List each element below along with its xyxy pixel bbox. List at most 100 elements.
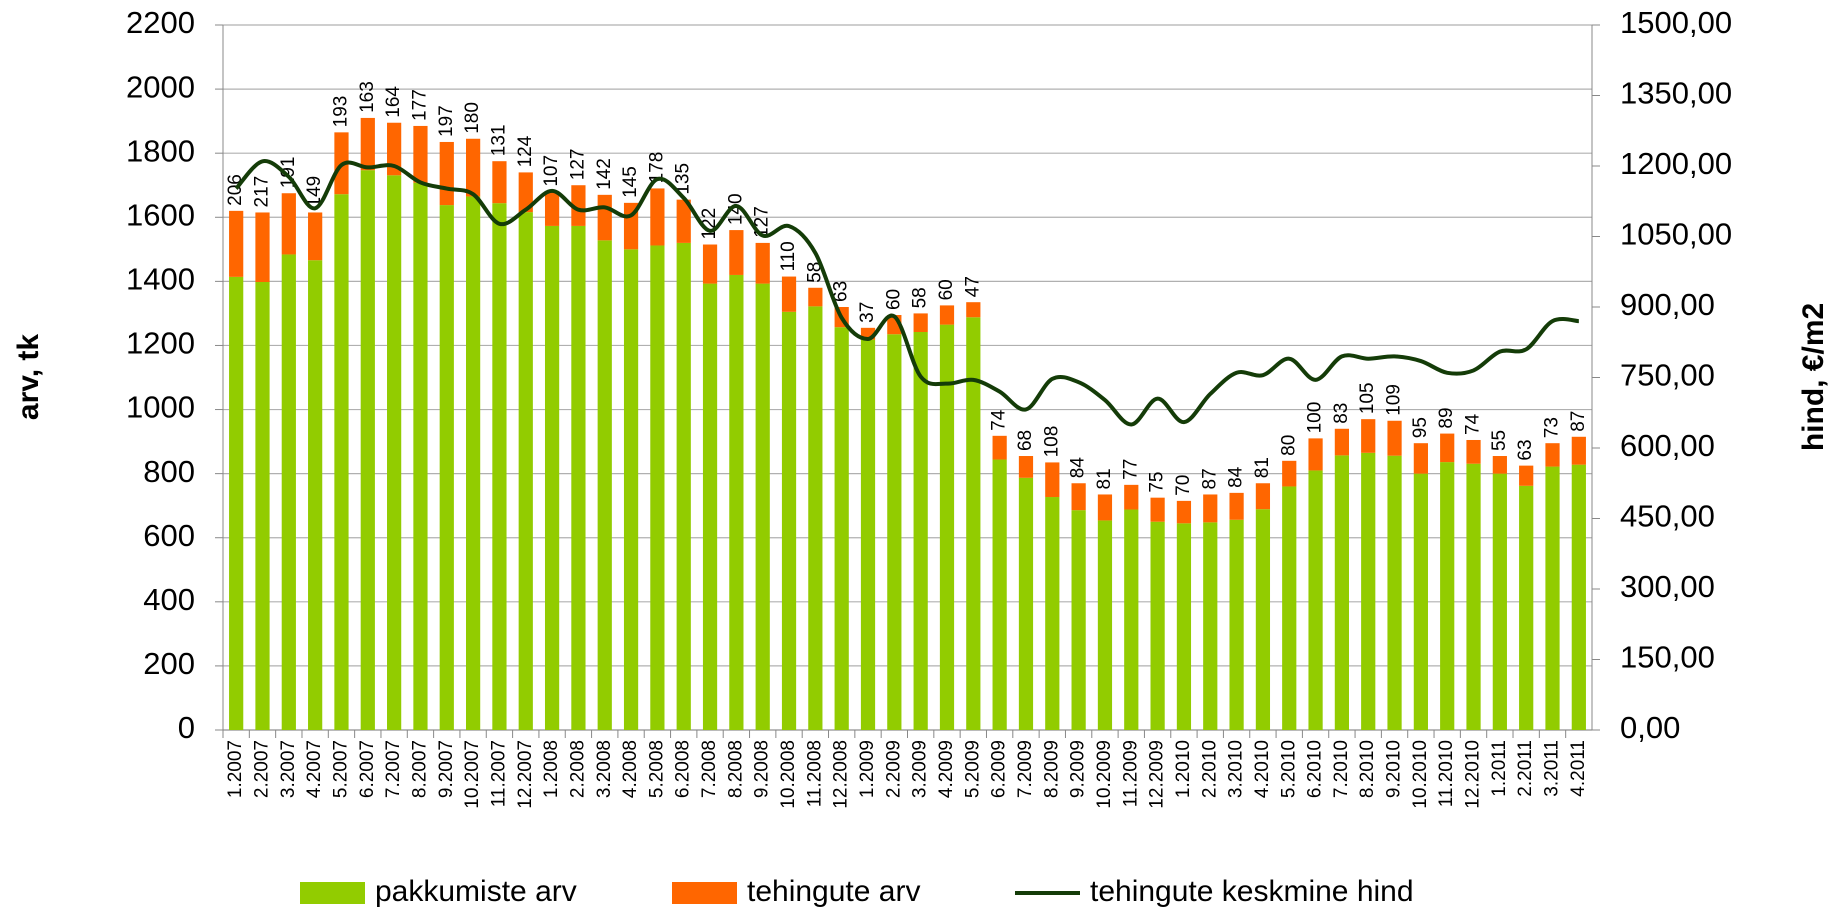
- bar-segment: [255, 212, 270, 283]
- x-tick-label: 6.2008: [673, 740, 694, 798]
- bar-segment: [1282, 460, 1297, 487]
- bar-segment: [544, 225, 560, 731]
- bar-segment: [308, 212, 323, 261]
- bar-segment: [650, 188, 665, 246]
- bar-segment: [1150, 497, 1165, 522]
- bar-segment: [1018, 456, 1034, 478]
- bar-segment: [1255, 483, 1271, 510]
- legend-label: tehingute arv: [747, 875, 920, 908]
- y-tick-label: 1400: [126, 262, 195, 297]
- bar-segment: [1045, 497, 1060, 730]
- x-tick-label: 11.2010: [1436, 740, 1457, 807]
- y-tick-label: 2000: [126, 69, 195, 104]
- data-label: 58: [910, 287, 931, 308]
- data-label: 77: [1120, 459, 1141, 480]
- bar-segment: [1176, 500, 1192, 524]
- data-label: 63: [831, 281, 852, 302]
- x-tick-label: 10.2009: [1094, 740, 1115, 809]
- data-label: 83: [1331, 403, 1352, 424]
- x-tick-label: 8.2007: [409, 740, 430, 798]
- bar-segment: [702, 283, 718, 730]
- x-tick-label: 6.2010: [1305, 740, 1326, 798]
- x-tick-label: 12.2007: [515, 740, 536, 809]
- bar-segment: [1413, 443, 1428, 474]
- data-label: 110: [778, 241, 799, 271]
- data-label: 63: [1515, 439, 1536, 460]
- bar-segment: [834, 327, 849, 730]
- data-label: 149: [304, 176, 325, 208]
- x-tick-label: 7.2007: [383, 740, 404, 798]
- x-tick-label: 3.2010: [1226, 740, 1247, 798]
- bar-segment: [1334, 455, 1350, 730]
- bar-segment: [413, 182, 428, 730]
- bar-segment: [781, 311, 797, 730]
- data-label: 68: [1015, 430, 1036, 451]
- y2-tick-label: 1350,00: [1620, 76, 1732, 111]
- data-label: 105: [1357, 382, 1378, 414]
- bar-segment: [439, 205, 454, 730]
- bar-segment: [1466, 463, 1481, 730]
- bar-segment: [1097, 520, 1113, 730]
- x-tick-label: 5.2007: [330, 740, 351, 798]
- y-tick-label: 2200: [126, 5, 195, 40]
- data-label: 74: [989, 409, 1010, 431]
- data-label: 124: [515, 135, 536, 167]
- x-tick-label: 1.2009: [857, 740, 878, 798]
- x-tick-label: 3.2008: [594, 740, 615, 798]
- x-tick-label: 8.2010: [1357, 740, 1378, 798]
- x-tick-label: 1.2010: [1173, 740, 1194, 798]
- x-tick-label: 7.2010: [1331, 740, 1352, 798]
- bar-segment: [413, 125, 428, 183]
- bar-segment: [755, 242, 770, 284]
- bar-segment: [229, 276, 244, 730]
- x-tick-label: 4.2008: [620, 740, 641, 798]
- data-label: 142: [594, 158, 615, 190]
- bar-segment: [702, 244, 718, 284]
- x-tick-label: 10.2010: [1410, 740, 1431, 809]
- bar-segment: [1097, 494, 1113, 521]
- bar-segment: [387, 175, 402, 730]
- data-label: 75: [1147, 472, 1168, 493]
- bar-segment: [966, 302, 981, 318]
- bar-segment: [1413, 473, 1428, 730]
- bar-segment: [1203, 494, 1218, 523]
- x-tick-label: 2.2007: [252, 740, 273, 798]
- x-tick-label: 8.2008: [725, 740, 746, 798]
- bar-segment: [465, 138, 481, 197]
- x-tick-label: 4.2009: [936, 740, 957, 798]
- legend-label: pakkumiste arv: [375, 875, 577, 908]
- bar-segment: [1334, 428, 1350, 456]
- bar-segment: [518, 172, 533, 213]
- y-tick-label: 1200: [126, 326, 195, 361]
- x-tick-label: 3.2009: [910, 740, 931, 798]
- bar-segment: [755, 283, 770, 730]
- y-tick-label: 800: [143, 454, 195, 489]
- bar-segment: [676, 242, 691, 730]
- bar-segment: [1519, 465, 1534, 486]
- y2-tick-label: 600,00: [1620, 428, 1715, 463]
- bar-segment: [334, 194, 349, 730]
- data-label: 127: [567, 149, 588, 181]
- data-label: 74: [1463, 413, 1484, 435]
- x-tick-label: 10.2007: [462, 740, 483, 809]
- bar-segment: [360, 117, 375, 171]
- data-label: 122: [699, 208, 720, 240]
- data-label: 47: [962, 276, 983, 297]
- data-label: 163: [357, 81, 378, 113]
- y-tick-label: 0: [178, 710, 195, 745]
- x-tick-label: 12.2010: [1463, 740, 1484, 809]
- data-label: 164: [383, 86, 404, 118]
- bar-segment: [1387, 455, 1402, 730]
- bar-segment: [308, 260, 323, 730]
- bar-segment: [1150, 521, 1165, 730]
- x-tick-label: 3.2011: [1542, 740, 1563, 797]
- data-label: 178: [646, 152, 667, 184]
- bar-segment: [1387, 420, 1402, 456]
- bar-segment: [1229, 492, 1244, 520]
- y2-tick-label: 150,00: [1620, 640, 1715, 675]
- x-tick-label: 9.2009: [1068, 740, 1089, 798]
- bar-segment: [860, 327, 876, 340]
- data-label: 95: [1410, 417, 1431, 438]
- data-label: 87: [1199, 468, 1220, 489]
